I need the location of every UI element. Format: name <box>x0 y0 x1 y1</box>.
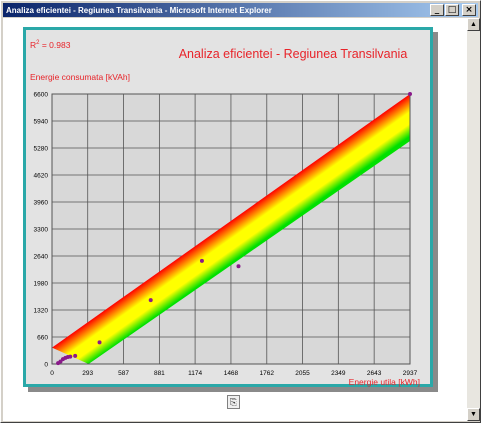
scroll-up-button[interactable]: ▲ <box>467 18 480 31</box>
y-tick-label-2: 1320 <box>34 308 49 315</box>
x-tick-label-3: 881 <box>154 370 165 377</box>
x-tick-label-6: 1762 <box>260 370 275 377</box>
efficiency-band <box>52 94 410 364</box>
data-point-11 <box>408 92 412 96</box>
data-point-7 <box>97 340 102 345</box>
y-tick-label-8: 5280 <box>34 146 49 153</box>
data-point-6 <box>73 353 78 358</box>
r-squared-label: R2 = 0.983 <box>30 40 71 50</box>
x-tick-label-2: 587 <box>118 370 129 377</box>
minimize-button[interactable]: _ <box>430 4 444 16</box>
chart-frame: 0 660 1320 1980 2640 3300 3960 4620 5280 5940 6600… <box>23 27 433 387</box>
x-axis-label: Energie utila [kWh] <box>349 377 420 387</box>
y-axis-ticks: 0 660 1320 1980 2640 3300 3960 4620 5280 5940 6600 <box>34 92 49 369</box>
y-tick-label-1: 660 <box>37 335 48 342</box>
r2-superscript: 2 <box>36 40 40 46</box>
y-tick-label-7: 4620 <box>34 173 49 180</box>
y-tick-label-0: 0 <box>44 362 48 369</box>
scroll-down-button[interactable]: ▼ <box>467 408 480 421</box>
data-point-1 <box>58 359 63 364</box>
x-tick-label-9: 2643 <box>367 370 382 377</box>
title-bar[interactable]: Analiza eficientei - Regiunea Transilvan… <box>3 3 478 17</box>
y-tick-label-4: 2640 <box>34 254 49 261</box>
x-tick-label-1: 293 <box>82 370 93 377</box>
y-axis-label: Energie consumata [kVAh] <box>30 72 130 82</box>
window-title: Analiza eficientei - Regiunea Transilvan… <box>6 5 272 15</box>
window-controls: _ □ × <box>430 4 476 16</box>
x-axis-ticks: 0 293 587 881 1174 1468 1762 2055 2349 2643 2937 <box>50 370 417 377</box>
page-icon[interactable]: ⎘ <box>227 395 240 409</box>
x-tick-label-4: 1174 <box>188 370 202 377</box>
r2-symbol: R <box>30 40 36 50</box>
maximize-button[interactable]: □ <box>445 4 459 16</box>
data-points <box>56 92 412 366</box>
y-tick-label-9: 5940 <box>34 119 49 126</box>
y-tick-label-10: 6600 <box>34 92 49 99</box>
r2-value: = 0.983 <box>39 40 70 50</box>
x-tick-label-10: 2937 <box>403 370 418 377</box>
y-tick-label-5: 3300 <box>34 227 49 234</box>
data-point-8 <box>148 298 153 303</box>
data-point-10 <box>236 264 241 269</box>
y-tick-label-3: 1980 <box>34 281 49 288</box>
efficiency-chart: 0 660 1320 1980 2640 3300 3960 4620 5280 5940 6600… <box>30 40 420 387</box>
data-point-5 <box>68 354 73 359</box>
close-button[interactable]: × <box>462 4 476 16</box>
plot-border <box>51 93 411 365</box>
data-point-9 <box>199 258 204 263</box>
x-tick-label-8: 2349 <box>331 370 346 377</box>
chart-title: Analiza eficientei - Regiunea Transilvan… <box>179 47 408 61</box>
x-tick-label-7: 2055 <box>295 370 310 377</box>
x-tick-label-0: 0 <box>50 370 54 377</box>
y-tick-label-6: 3960 <box>34 200 49 207</box>
x-tick-label-5: 1468 <box>224 370 239 377</box>
vertical-scrollbar[interactable]: ▲ ▼ <box>467 18 480 421</box>
